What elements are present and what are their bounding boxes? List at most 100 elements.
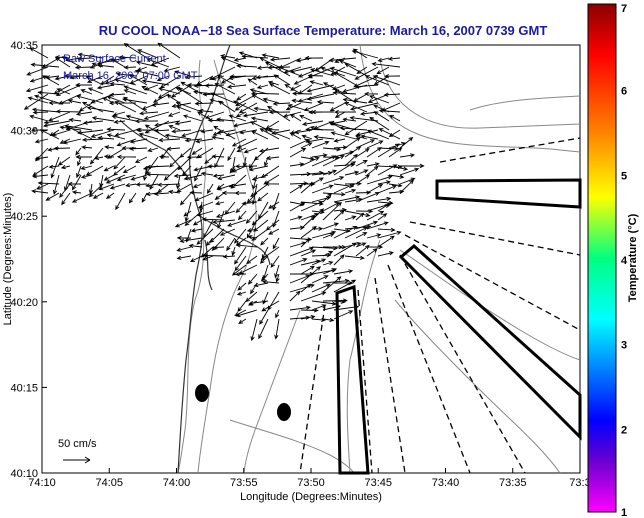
current-arrow: [388, 183, 403, 188]
current-arrow: [300, 283, 312, 293]
current-arrow: [246, 192, 258, 204]
current-arrow: [110, 58, 126, 68]
current-arrow: [344, 63, 368, 77]
current-arrow: [68, 117, 82, 123]
current-arrow: [179, 192, 192, 206]
current-arrow: [108, 100, 137, 106]
current-arrow: [116, 154, 137, 160]
x-tick-label: 74:00: [163, 477, 191, 489]
current-arrow: [106, 95, 126, 104]
current-arrow: [194, 192, 214, 202]
current-arrow: [176, 255, 192, 260]
current-arrow: [123, 65, 137, 70]
current-arrow: [322, 202, 340, 212]
current-arrow: [300, 238, 311, 248]
current-arrow: [349, 102, 379, 111]
current-arrow: [30, 62, 60, 68]
map-plot: Raw Surface Current March 16, 2007 07:00…: [23, 42, 582, 475]
colorbar-tick-label: 5: [621, 170, 627, 182]
x-axis-label: Longitude (Degrees:Minutes): [240, 491, 382, 503]
current-arrow: [196, 228, 214, 245]
current-arrow: [236, 138, 258, 149]
current-arrow: [243, 147, 258, 154]
y-tick-label: 40:25: [10, 211, 38, 223]
current-arrow: [399, 136, 414, 149]
current-arrow: [387, 56, 401, 61]
colorbar-tick-label: 6: [621, 86, 627, 98]
current-arrow: [272, 192, 280, 211]
current-arrow: [201, 217, 225, 222]
current-arrow: [259, 128, 280, 140]
current-arrow: [366, 162, 380, 167]
current-arrow: [219, 228, 236, 236]
current-arrow: [322, 317, 335, 323]
current-arrow: [48, 100, 71, 106]
current-arrow: [103, 165, 115, 172]
current-arrow: [259, 255, 269, 264]
current-arrow: [333, 279, 357, 293]
current-arrow: [192, 183, 203, 188]
current-arrow: [293, 75, 313, 85]
colorbar: [587, 3, 617, 513]
y-tick-label: 40:10: [10, 468, 38, 480]
current-arrow: [291, 98, 313, 104]
current-arrow: [64, 73, 93, 78]
current-arrow: [147, 147, 159, 152]
current-arrow: [275, 309, 280, 319]
current-arrow: [300, 225, 317, 239]
current-arrow: [85, 76, 104, 86]
current-arrow: [366, 248, 378, 257]
current-arrow: [234, 228, 247, 244]
current-arrow: [269, 83, 291, 95]
current-arrow: [264, 181, 280, 187]
current-arrow: [189, 190, 203, 195]
current-arrow: [217, 210, 225, 229]
current-arrow: [123, 89, 137, 95]
current-arrow: [214, 192, 225, 201]
y-tick-labels: 40:35 40:30 40:25 40:20 40:15 40:10: [10, 40, 47, 480]
current-arrow: [236, 93, 247, 101]
current-arrow: [71, 174, 82, 191]
current-arrow: [377, 230, 402, 239]
current-arrow: [330, 131, 357, 140]
current-arrow: [334, 109, 357, 115]
current-arrow: [207, 118, 225, 123]
current-arrow: [245, 210, 258, 224]
current-arrow: [171, 129, 192, 134]
current-arrow: [301, 134, 313, 140]
current-arrow: [354, 84, 379, 89]
current-arrow: [158, 154, 170, 159]
current-arrow: [287, 104, 313, 113]
current-arrow: [250, 116, 269, 122]
current-arrow: [192, 219, 203, 226]
current-arrow: [388, 165, 409, 171]
current-arrow: [195, 138, 214, 144]
current-arrow: [114, 129, 137, 137]
current-arrow: [217, 174, 236, 181]
current-arrow: [289, 290, 301, 302]
current-arrow: [134, 69, 159, 77]
current-arrow: [31, 107, 60, 113]
current-arrow: [377, 180, 391, 185]
current-arrow: [45, 192, 60, 201]
current-arrow: [48, 164, 60, 169]
current-arrow: [264, 61, 291, 77]
current-arrow: [204, 83, 225, 88]
current-arrow: [215, 210, 236, 218]
current-arrow: [53, 146, 71, 151]
current-arrow: [86, 75, 104, 83]
current-arrow: [115, 72, 137, 77]
current-arrow: [258, 318, 269, 340]
current-arrow: [146, 58, 170, 68]
current-arrow: [355, 244, 370, 257]
current-arrow: [283, 111, 302, 118]
current-arrow: [181, 129, 203, 138]
current-arrow: [152, 93, 170, 103]
current-arrow: [228, 183, 247, 189]
current-arrow: [143, 111, 170, 121]
current-arrow: [229, 74, 258, 79]
current-arrow: [154, 120, 181, 127]
current-arrow: [235, 164, 258, 169]
current-arrow: [109, 183, 126, 190]
current-arrow: [105, 192, 115, 200]
